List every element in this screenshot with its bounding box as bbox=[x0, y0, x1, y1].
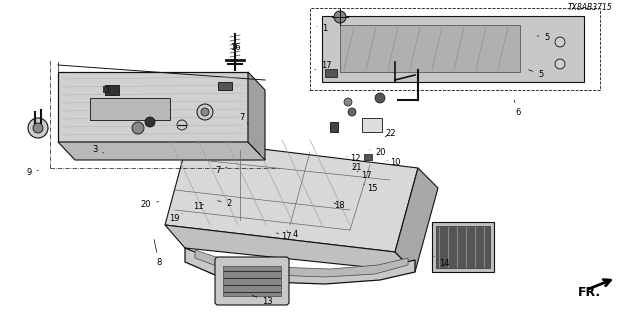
Text: 2: 2 bbox=[218, 199, 232, 208]
Circle shape bbox=[197, 104, 213, 120]
Circle shape bbox=[177, 120, 187, 130]
Circle shape bbox=[132, 122, 144, 134]
Circle shape bbox=[348, 108, 356, 116]
Text: 7: 7 bbox=[239, 113, 248, 124]
Polygon shape bbox=[58, 72, 248, 142]
Text: 6: 6 bbox=[514, 100, 521, 117]
Bar bbox=[362, 118, 382, 132]
Bar bbox=[105, 85, 119, 95]
Text: 10: 10 bbox=[387, 158, 401, 167]
Circle shape bbox=[28, 118, 48, 138]
Text: 1: 1 bbox=[317, 24, 328, 33]
Polygon shape bbox=[248, 72, 265, 160]
Polygon shape bbox=[340, 25, 520, 72]
Text: 21: 21 bbox=[352, 163, 362, 172]
Text: 4: 4 bbox=[287, 230, 298, 239]
Text: 13: 13 bbox=[252, 295, 273, 306]
Text: 5: 5 bbox=[537, 33, 550, 42]
Polygon shape bbox=[322, 16, 584, 82]
FancyBboxPatch shape bbox=[215, 257, 289, 305]
Circle shape bbox=[33, 123, 43, 133]
Text: 17: 17 bbox=[315, 61, 332, 70]
Text: 17: 17 bbox=[276, 232, 292, 241]
Bar bbox=[432, 222, 494, 272]
Bar bbox=[436, 226, 490, 268]
Circle shape bbox=[145, 117, 155, 127]
Text: 20: 20 bbox=[370, 148, 386, 156]
Polygon shape bbox=[395, 168, 438, 272]
Circle shape bbox=[201, 108, 209, 116]
Text: 7: 7 bbox=[215, 166, 227, 175]
Polygon shape bbox=[58, 142, 265, 160]
Text: 9: 9 bbox=[26, 168, 38, 177]
Circle shape bbox=[334, 11, 346, 23]
Circle shape bbox=[375, 93, 385, 103]
Polygon shape bbox=[165, 140, 418, 252]
Text: 12: 12 bbox=[347, 154, 360, 163]
Text: 16: 16 bbox=[230, 43, 241, 57]
Bar bbox=[90, 98, 170, 120]
Text: 18: 18 bbox=[334, 201, 344, 210]
Text: 3: 3 bbox=[92, 145, 104, 154]
Text: FR.: FR. bbox=[578, 285, 601, 299]
Text: 11: 11 bbox=[193, 202, 204, 211]
Bar bbox=[218, 82, 232, 90]
Bar bbox=[330, 122, 338, 132]
Bar bbox=[325, 69, 337, 77]
Text: 20: 20 bbox=[141, 200, 159, 209]
Text: 8: 8 bbox=[154, 240, 161, 267]
Text: TX8AB3715: TX8AB3715 bbox=[568, 3, 612, 12]
Bar bbox=[310, 8, 600, 90]
Polygon shape bbox=[185, 248, 415, 284]
Text: 17: 17 bbox=[357, 171, 371, 180]
Text: 19: 19 bbox=[169, 214, 182, 223]
Text: 15: 15 bbox=[364, 184, 378, 193]
Circle shape bbox=[555, 37, 565, 47]
Text: 14: 14 bbox=[434, 256, 450, 268]
Bar bbox=[103, 86, 108, 92]
Bar bbox=[223, 266, 281, 296]
Polygon shape bbox=[195, 250, 408, 277]
Text: 22: 22 bbox=[385, 129, 396, 138]
Circle shape bbox=[555, 59, 565, 69]
Polygon shape bbox=[165, 225, 415, 272]
Circle shape bbox=[344, 98, 352, 106]
Text: 5: 5 bbox=[529, 70, 543, 79]
Bar bbox=[364, 154, 372, 160]
